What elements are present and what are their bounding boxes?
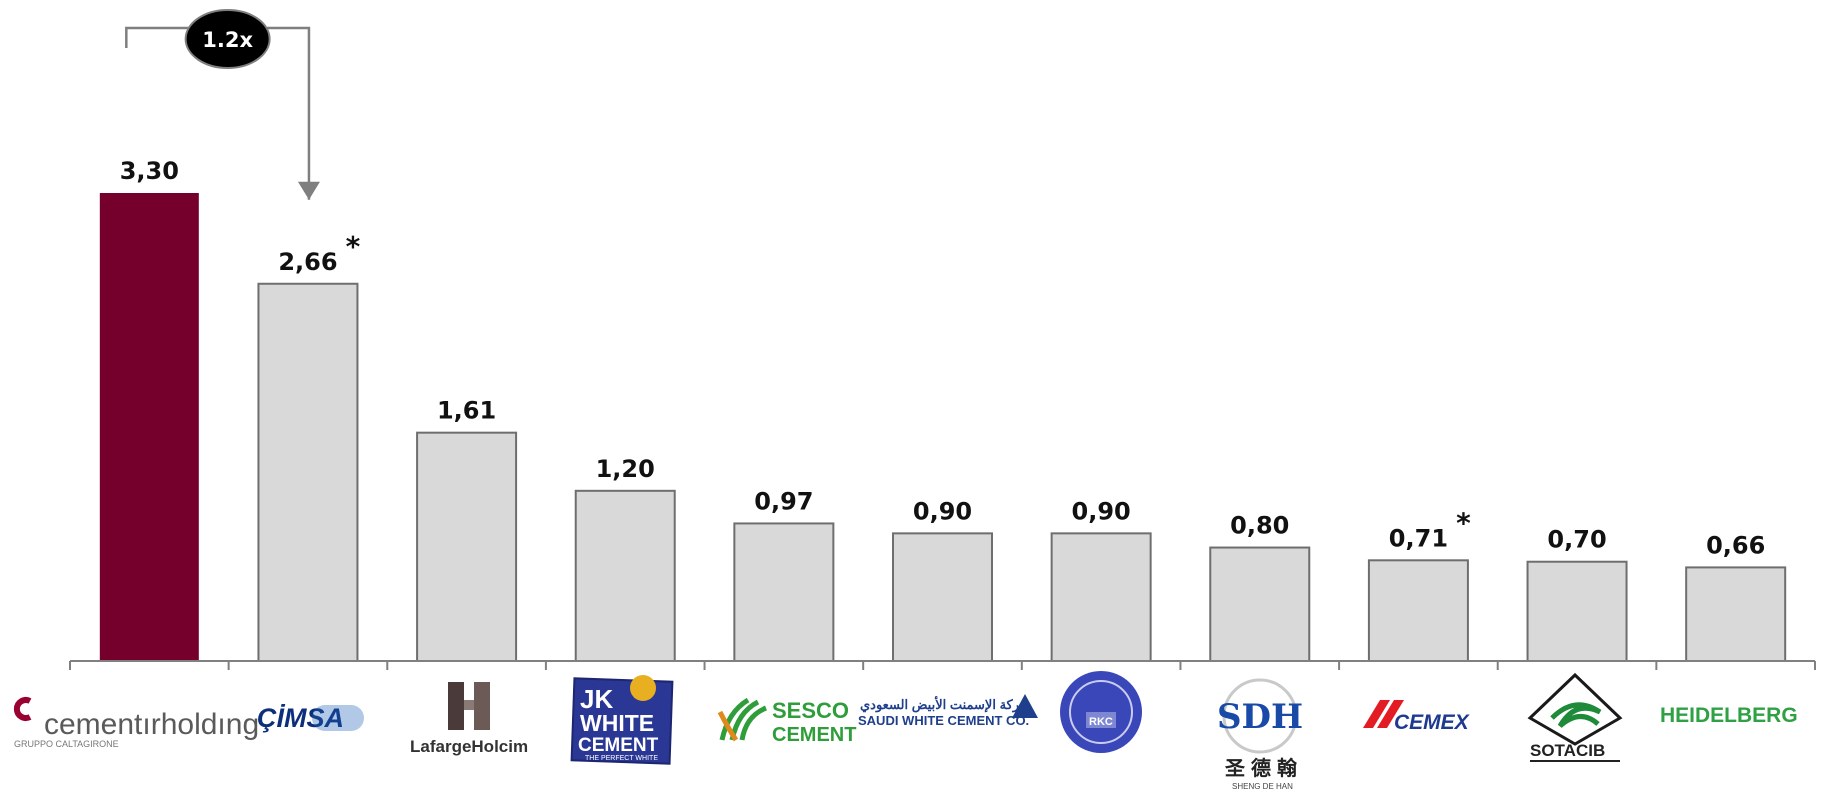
bar-7 <box>1209 546 1311 663</box>
sesco-leaf-accent-icon <box>717 710 739 742</box>
asterisk-1: * <box>346 230 361 263</box>
cimsa-pill-icon <box>312 705 364 731</box>
cementir-brand-text: cementırholdıng <box>44 708 259 741</box>
jk-line3: CEMENT <box>578 735 659 756</box>
bar-4 <box>733 522 835 662</box>
rkc-inner-ring <box>1069 680 1133 744</box>
lafarge-mark-bar <box>464 700 474 710</box>
logo-cementir: cementırholdıng GRUPPO CALTAGIRONE <box>13 697 259 749</box>
bar-8 <box>1367 559 1469 662</box>
value-labels-layer: 3,30 2,66 * 1,61 1,20 0,97 0,90 0,90 0,80 0,71 * 0,… <box>120 157 1766 559</box>
jk-line1: JK <box>580 684 613 714</box>
cemex-slash-1 <box>1363 700 1390 728</box>
bar-2 <box>416 431 518 662</box>
bar-6 <box>1050 532 1152 663</box>
value-label-5: 0,90 <box>913 497 972 525</box>
logo-rkc: RKC <box>1060 671 1142 753</box>
logo-cimsa: ÇİMSA <box>257 703 364 733</box>
rkc-text: RKC <box>1089 716 1113 728</box>
bar-0 <box>99 193 199 661</box>
sdh-chinese-text: 圣德翰 <box>1225 756 1303 780</box>
cemex-text: CEMEX <box>1394 711 1471 734</box>
bar-10 <box>1685 566 1787 663</box>
logo-lafargeholcim: LafargeHolcim <box>410 682 528 756</box>
value-label-1: 2,66 <box>278 248 337 276</box>
bar-5 <box>892 532 993 663</box>
lafarge-mark-right <box>474 682 490 730</box>
logo-sotacib: SOTACIB <box>1527 672 1623 762</box>
x-axis <box>69 660 1816 670</box>
logo-saudi-white-cement: شركة الإسمنت الأبيض السعودي SAUDI WHITE … <box>858 694 1038 728</box>
multiplier-annotation: 1.2x <box>125 9 320 200</box>
heidelberg-text: HEIDELBERG <box>1660 704 1798 727</box>
bar-1 <box>257 282 359 662</box>
logo-sdh: SDH 圣德翰 SHENG DE HAN <box>1217 678 1303 791</box>
sotacib-swirl-icon <box>1550 702 1602 728</box>
sesco-line2: CEMENT <box>772 724 856 746</box>
sotacib-text: SOTACIB <box>1530 741 1605 760</box>
cementir-sub-text: GRUPPO CALTAGIRONE <box>14 739 119 749</box>
sdh-ring-icon <box>1222 678 1298 754</box>
value-label-7: 0,80 <box>1230 512 1289 540</box>
saudi-english-text: SAUDI WHITE CEMENT CO. <box>858 713 1029 728</box>
logo-cemex: CEMEX <box>1363 700 1471 734</box>
bar-9 <box>1526 560 1628 663</box>
saudi-roof-icon <box>1012 694 1038 718</box>
bars-layer <box>99 193 1787 663</box>
annotation-badge <box>184 9 271 69</box>
sdh-english-text: SHENG DE HAN <box>1232 782 1293 791</box>
sotacib-diamond-icon <box>1527 672 1623 746</box>
asterisk-8: * <box>1456 506 1471 539</box>
cementir-c-icon <box>13 697 32 721</box>
value-label-8: 0,71 <box>1389 524 1448 552</box>
lafarge-mark-left <box>448 682 464 730</box>
logo-sesco: SESCO CEMENT <box>717 697 856 746</box>
logo-heidelberg: HEIDELBERG <box>1660 704 1798 727</box>
value-label-0: 3,30 <box>120 157 179 185</box>
annotation-label: 1.2x <box>202 28 253 52</box>
value-label-6: 0,90 <box>1072 497 1131 525</box>
saudi-arabic-text: شركة الإسمنت الأبيض السعودي <box>860 696 1031 713</box>
bar-3 <box>574 489 676 662</box>
value-label-4: 0,97 <box>754 487 813 515</box>
cemex-slash-2 <box>1377 700 1404 728</box>
value-label-10: 0,66 <box>1706 531 1765 559</box>
value-label-3: 1,20 <box>596 455 655 483</box>
sesco-line1: SESCO <box>772 698 849 723</box>
logo-jk-white-cement: JK WHITE CEMENT THE PERFECT WHITE <box>570 675 674 765</box>
value-label-2: 1,61 <box>437 397 496 425</box>
annotation-arrowhead <box>297 181 320 200</box>
lafarge-text: LafargeHolcim <box>410 737 528 756</box>
jk-globe-icon <box>630 675 656 701</box>
category-logos: cementırholdıng GRUPPO CALTAGIRONE ÇİMSA… <box>13 671 1798 791</box>
jk-tagline: THE PERFECT WHITE <box>585 755 658 762</box>
sesco-leaf-icon <box>719 697 768 741</box>
cimsa-text: ÇİMSA <box>257 703 344 733</box>
sdh-text: SDH <box>1217 697 1303 737</box>
rkc-plate <box>1086 712 1116 728</box>
value-label-9: 0,70 <box>1547 526 1606 554</box>
jk-line2: WHITE <box>580 710 654 736</box>
rkc-gear-icon <box>1060 671 1142 753</box>
